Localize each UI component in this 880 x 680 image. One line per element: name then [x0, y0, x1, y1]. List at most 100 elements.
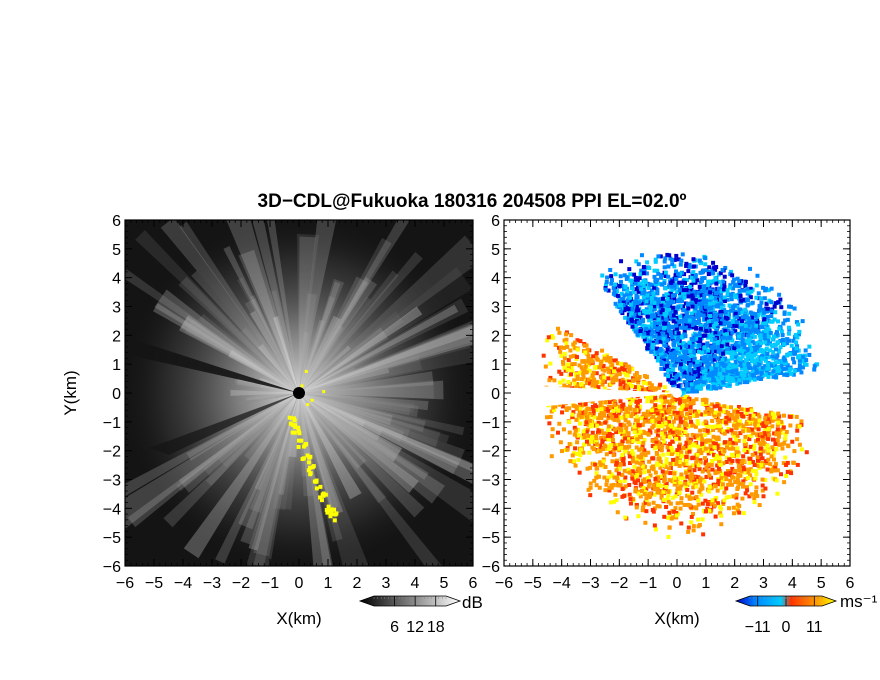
- velocity-pixel-receding: [612, 411, 617, 416]
- velocity-pixel-receding: [719, 479, 724, 484]
- velocity-pixel-receding: [708, 475, 713, 480]
- velocity-pixel-receding: [655, 503, 660, 508]
- left-yellow-pixel: [296, 438, 301, 443]
- velocity-pixel-approaching: [649, 327, 654, 332]
- velocity-pixel-approaching: [646, 324, 651, 329]
- velocity-pixel-approaching: [763, 340, 768, 345]
- velocity-pixel-approaching: [669, 332, 674, 337]
- velocity-pixel-receding: [763, 459, 768, 464]
- velocity-pixel-receding: [644, 479, 649, 484]
- velocity-pixel-approaching: [722, 295, 727, 300]
- velocity-pixel-approaching: [705, 283, 710, 288]
- velocity-pixel-receding: [604, 354, 609, 359]
- velocity-pixel-approaching: [686, 290, 691, 295]
- velocity-pixel-receding: [600, 382, 605, 387]
- velocity-pixel-approaching: [660, 331, 665, 336]
- velocity-pixel-approaching: [629, 278, 634, 283]
- velocity-pixel-receding: [679, 483, 684, 488]
- velocity-pixel-receding: [785, 460, 790, 465]
- velocity-pixel-approaching: [773, 364, 778, 369]
- velocity-pixel-receding: [697, 479, 702, 484]
- velocity-pixel-approaching: [730, 343, 735, 348]
- velocity-pixel-approaching: [795, 335, 800, 340]
- velocity-pixel-receding: [557, 421, 562, 426]
- velocity-pixel-receding: [684, 458, 689, 463]
- velocity-pixel-receding: [741, 424, 746, 429]
- velocity-pixel-approaching: [705, 333, 710, 338]
- velocity-pixel-approaching: [756, 367, 761, 372]
- velocity-pixel-receding: [667, 416, 672, 421]
- velocity-pixel-approaching: [643, 280, 648, 285]
- velocity-pixel-receding: [588, 424, 593, 429]
- velocity-pixel-approaching: [698, 374, 703, 379]
- velocity-pixel-approaching: [745, 289, 750, 294]
- velocity-pixel-approaching: [812, 367, 817, 372]
- velocity-pixel-receding: [610, 399, 615, 404]
- velocity-pixel-receding: [736, 451, 741, 456]
- velocity-pixel-receding: [748, 413, 753, 418]
- velocity-pixel-receding: [705, 502, 710, 507]
- velocity-pixel-receding: [606, 376, 611, 381]
- velocity-pixel-approaching: [747, 266, 752, 271]
- velocity-pixel-approaching: [727, 285, 732, 290]
- velocity-pixel-approaching: [647, 339, 652, 344]
- velocity-pixel-receding: [633, 373, 638, 378]
- velocity-pixel-receding: [713, 471, 718, 476]
- velocity-pixel-receding: [726, 482, 731, 487]
- velocity-pixel-approaching: [703, 256, 708, 261]
- velocity-pixel-approaching: [688, 380, 693, 385]
- velocity-pixel-receding: [659, 448, 664, 453]
- left-echo-ray: [299, 393, 429, 480]
- velocity-pixel-approaching: [766, 334, 771, 339]
- velocity-pixel-receding: [606, 475, 611, 480]
- velocity-pixel-receding: [667, 525, 672, 530]
- velocity-pixel-receding: [718, 451, 723, 456]
- velocity-pixel-receding: [687, 415, 692, 420]
- velocity-pixel-approaching: [706, 319, 711, 324]
- velocity-pixel-approaching: [635, 332, 640, 337]
- velocity-pixel-receding: [616, 426, 621, 431]
- velocity-pixel-approaching: [614, 289, 619, 294]
- velocity-pixel-approaching: [619, 259, 624, 264]
- velocity-pixel-approaching: [684, 311, 689, 316]
- velocity-pixel-receding: [694, 397, 699, 402]
- velocity-pixel-approaching: [639, 291, 644, 296]
- velocity-pixel-receding: [652, 523, 657, 528]
- velocity-pixel-receding: [587, 368, 592, 373]
- velocity-pixel-receding: [685, 398, 690, 403]
- velocity-pixel-approaching: [750, 357, 755, 362]
- left-echo-ray: [299, 324, 473, 393]
- velocity-pixel-receding: [615, 361, 620, 366]
- velocity-pixel-receding: [683, 444, 688, 449]
- velocity-pixel-receding: [562, 356, 567, 361]
- velocity-pixel-approaching: [671, 305, 676, 310]
- velocity-pixel-approaching: [744, 315, 749, 320]
- velocity-pixel-receding: [599, 409, 604, 414]
- velocity-pixel-approaching: [728, 269, 733, 274]
- velocity-pixel-receding: [716, 478, 721, 483]
- velocity-pixel-receding: [694, 464, 699, 469]
- velocity-pixel-receding: [729, 428, 734, 433]
- left-ylabel: Y(km): [61, 370, 80, 415]
- velocity-pixel-approaching: [700, 300, 705, 305]
- velocity-pixel-approaching: [695, 370, 700, 375]
- velocity-pixel-receding: [714, 495, 719, 500]
- left-echo-ray: [184, 318, 299, 393]
- velocity-pixel-receding: [642, 387, 647, 392]
- velocity-pixel-approaching: [713, 337, 718, 342]
- velocity-pixel-receding: [690, 432, 695, 437]
- velocity-pixel-receding: [549, 454, 554, 459]
- velocity-pixel-receding: [756, 412, 761, 417]
- velocity-pixel-approaching: [739, 298, 744, 303]
- velocity-pixel-approaching: [742, 288, 747, 293]
- velocity-pixel-receding: [702, 427, 707, 432]
- velocity-pixel-receding: [614, 430, 619, 435]
- velocity-pixel-receding: [618, 422, 623, 427]
- velocity-pixel-approaching: [769, 308, 774, 313]
- velocity-pixel-approaching: [702, 284, 707, 289]
- velocity-pixel-receding: [618, 361, 623, 366]
- velocity-pixel-approaching: [709, 366, 714, 371]
- velocity-pixel-receding: [645, 498, 650, 503]
- velocity-pixel-receding: [586, 436, 591, 441]
- velocity-pixel-approaching: [751, 345, 756, 350]
